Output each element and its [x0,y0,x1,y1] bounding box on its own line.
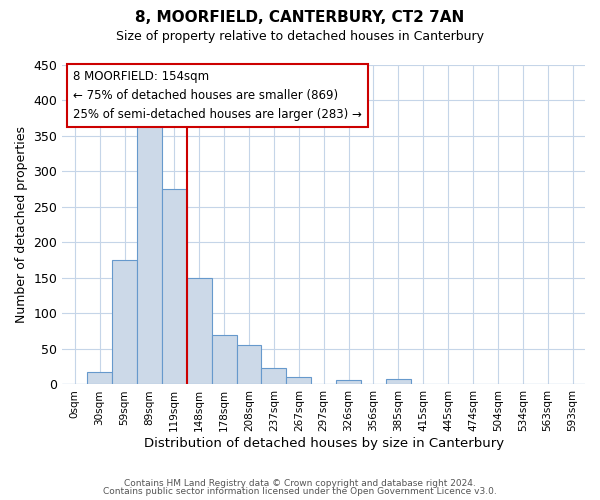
Bar [236,346,262,385]
Bar [137,126,162,384]
Bar [262,368,286,384]
Text: Contains HM Land Registry data © Crown copyright and database right 2024.: Contains HM Land Registry data © Crown c… [124,478,476,488]
Text: 8 MOORFIELD: 154sqm
← 75% of detached houses are smaller (869)
25% of semi-detac: 8 MOORFIELD: 154sqm ← 75% of detached ho… [73,70,362,121]
Text: 8, MOORFIELD, CANTERBURY, CT2 7AN: 8, MOORFIELD, CANTERBURY, CT2 7AN [136,10,464,25]
Bar [286,378,311,384]
Bar [212,335,236,384]
Bar [386,379,411,384]
Text: Size of property relative to detached houses in Canterbury: Size of property relative to detached ho… [116,30,484,43]
Text: Contains public sector information licensed under the Open Government Licence v3: Contains public sector information licen… [103,487,497,496]
Bar [336,380,361,384]
Bar [162,189,187,384]
Bar [87,372,112,384]
Y-axis label: Number of detached properties: Number of detached properties [15,126,28,323]
Bar [187,278,212,384]
X-axis label: Distribution of detached houses by size in Canterbury: Distribution of detached houses by size … [143,437,504,450]
Bar [112,260,137,384]
